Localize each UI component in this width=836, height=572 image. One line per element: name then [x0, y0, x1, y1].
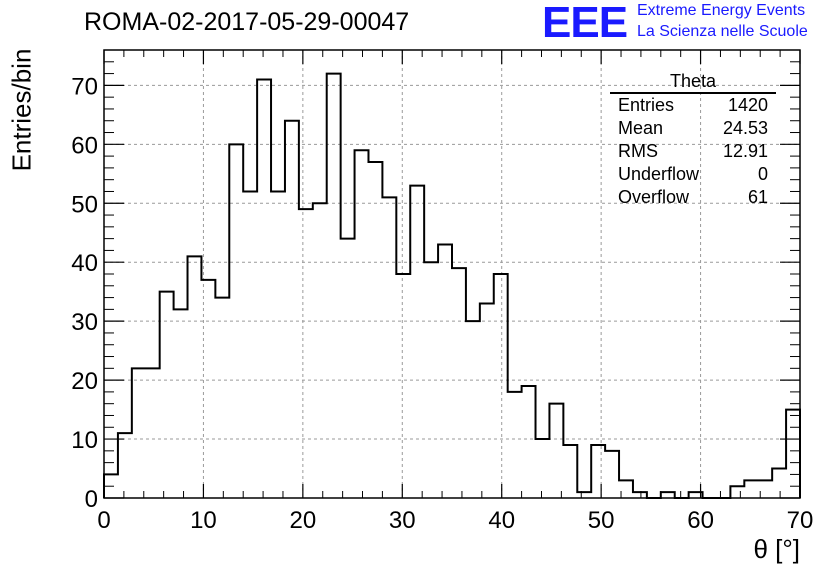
stats-label: Mean — [618, 118, 664, 138]
stats-row-entries: Entries 1420 — [610, 94, 776, 117]
stats-label: Overflow — [618, 187, 690, 207]
y-tick-label: 10 — [71, 427, 98, 454]
x-tick-label: 20 — [290, 507, 317, 534]
y-tick-label: 70 — [71, 73, 98, 100]
stats-box: Theta Entries 1420 Mean 24.53 RMS 12.91 … — [610, 70, 776, 209]
y-tick-label: 0 — [85, 486, 98, 513]
x-tick-label: 10 — [190, 507, 217, 534]
eee-tagline-2: La Scienza nelle Scuole — [637, 23, 808, 40]
x-tick-label: 40 — [488, 507, 515, 534]
stats-row-rms: RMS 12.91 — [610, 140, 776, 163]
x-tick-labels: 0 10 20 30 40 50 60 70 — [97, 507, 813, 534]
y-axis-label: Entries/bin — [6, 48, 37, 172]
stats-value: 0 — [757, 164, 768, 184]
y-tick-label: 30 — [71, 309, 98, 336]
x-tick-label: 60 — [687, 507, 714, 534]
x-tick-label: 70 — [787, 507, 814, 534]
y-tick-label: 40 — [71, 250, 98, 277]
chart-title: ROMA-02-2017-05-29-00047 — [84, 8, 410, 36]
stats-value: 61 — [747, 187, 768, 207]
stats-label: RMS — [618, 141, 658, 161]
stats-row-underflow: Underflow 0 — [610, 163, 776, 186]
y-tick-label: 20 — [71, 368, 98, 395]
stats-value: 24.53 — [722, 118, 768, 138]
stats-label: Entries — [618, 95, 675, 115]
stats-value: 12.91 — [722, 141, 768, 161]
stats-row-mean: Mean 24.53 — [610, 117, 776, 140]
eee-logo: EEE — [542, 0, 628, 47]
stats-label: Underflow — [618, 164, 700, 184]
axis-ticks — [103, 49, 801, 499]
eee-tagline-1: Extreme Energy Events — [637, 2, 806, 19]
y-tick-label: 50 — [71, 191, 98, 218]
stats-row-overflow: Overflow 61 — [610, 186, 776, 209]
stats-title: Theta — [610, 70, 776, 94]
y-tick-labels: 0 10 20 30 40 50 60 70 — [71, 73, 98, 513]
x-axis-label: θ [°] — [753, 534, 800, 564]
histogram-step-line — [103, 72, 801, 499]
stats-value: 1420 — [727, 95, 768, 115]
y-tick-label: 60 — [71, 132, 98, 159]
x-tick-label: 0 — [97, 507, 110, 534]
x-tick-label: 30 — [389, 507, 416, 534]
x-tick-label: 50 — [588, 507, 615, 534]
